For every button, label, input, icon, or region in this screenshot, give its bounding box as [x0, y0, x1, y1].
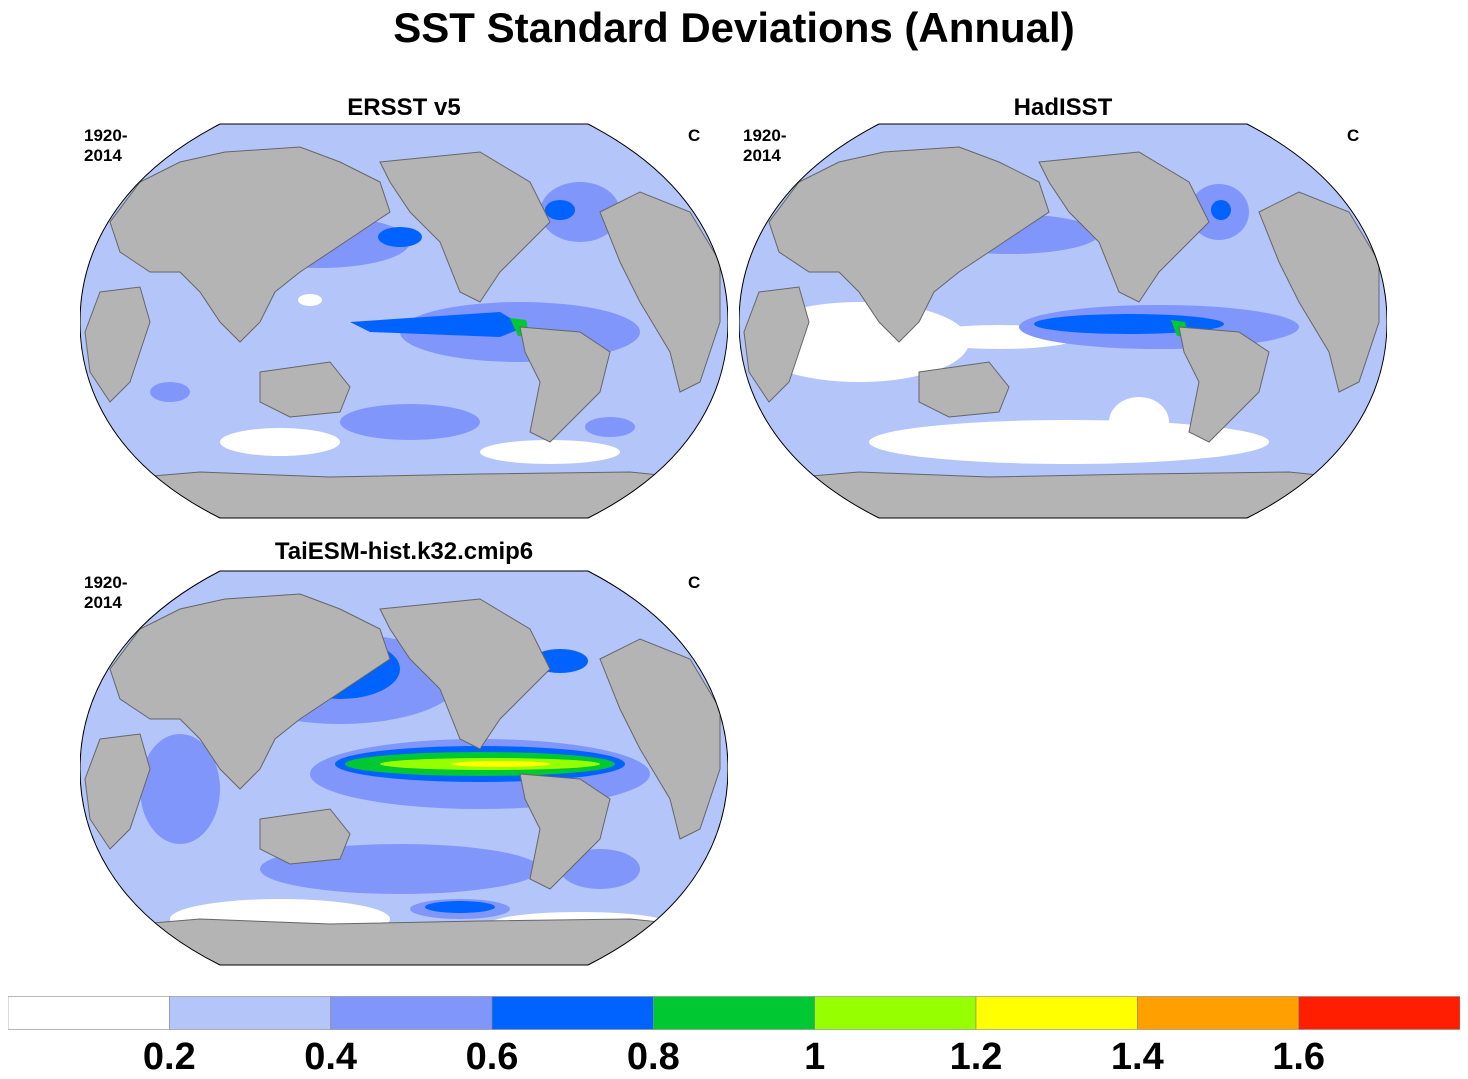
- period-label: 1920-2014: [84, 573, 128, 612]
- colorbar-box: [1137, 996, 1299, 1030]
- figure-title: SST Standard Deviations (Annual): [393, 4, 1075, 51]
- colorbar-box: [653, 996, 815, 1030]
- colorbar-tick-label: 1.2: [949, 1036, 1003, 1078]
- units-label: C: [688, 126, 701, 145]
- panel-title: ERSST v5: [347, 94, 461, 121]
- colorbar-tick-label: 0.2: [142, 1036, 196, 1078]
- colorbar-box: [975, 996, 1138, 1030]
- colorbar-tick-label: 1.4: [1110, 1036, 1164, 1078]
- colorbar-box: [1298, 996, 1460, 1030]
- units-label: C: [688, 573, 701, 592]
- hadisst-map: [739, 123, 1387, 519]
- panel-title: TaiESM-hist.k32.cmip6: [274, 538, 534, 565]
- colorbar-box: [814, 996, 977, 1030]
- colorbar-tick-label: 1: [804, 1036, 826, 1078]
- colorbar-tick-label: 0.8: [626, 1036, 680, 1078]
- ersst-map: [80, 123, 728, 519]
- colorbar-box: [169, 996, 331, 1030]
- taiesm-map: [80, 570, 728, 966]
- colorbar-box: [8, 996, 170, 1030]
- colorbar-tick-label: 1.6: [1272, 1036, 1326, 1078]
- colorbar-tick-label: 0.6: [465, 1036, 519, 1078]
- colorbar: [8, 996, 1460, 1030]
- colorbar-tick-label: 0.4: [304, 1036, 358, 1078]
- colorbar-box: [330, 996, 493, 1030]
- period-label: 1920-2014: [84, 126, 128, 165]
- units-label: C: [1347, 126, 1360, 145]
- colorbar-box: [491, 996, 654, 1030]
- period-label: 1920-2014: [743, 126, 787, 165]
- panel-title: HadISST: [1013, 94, 1113, 121]
